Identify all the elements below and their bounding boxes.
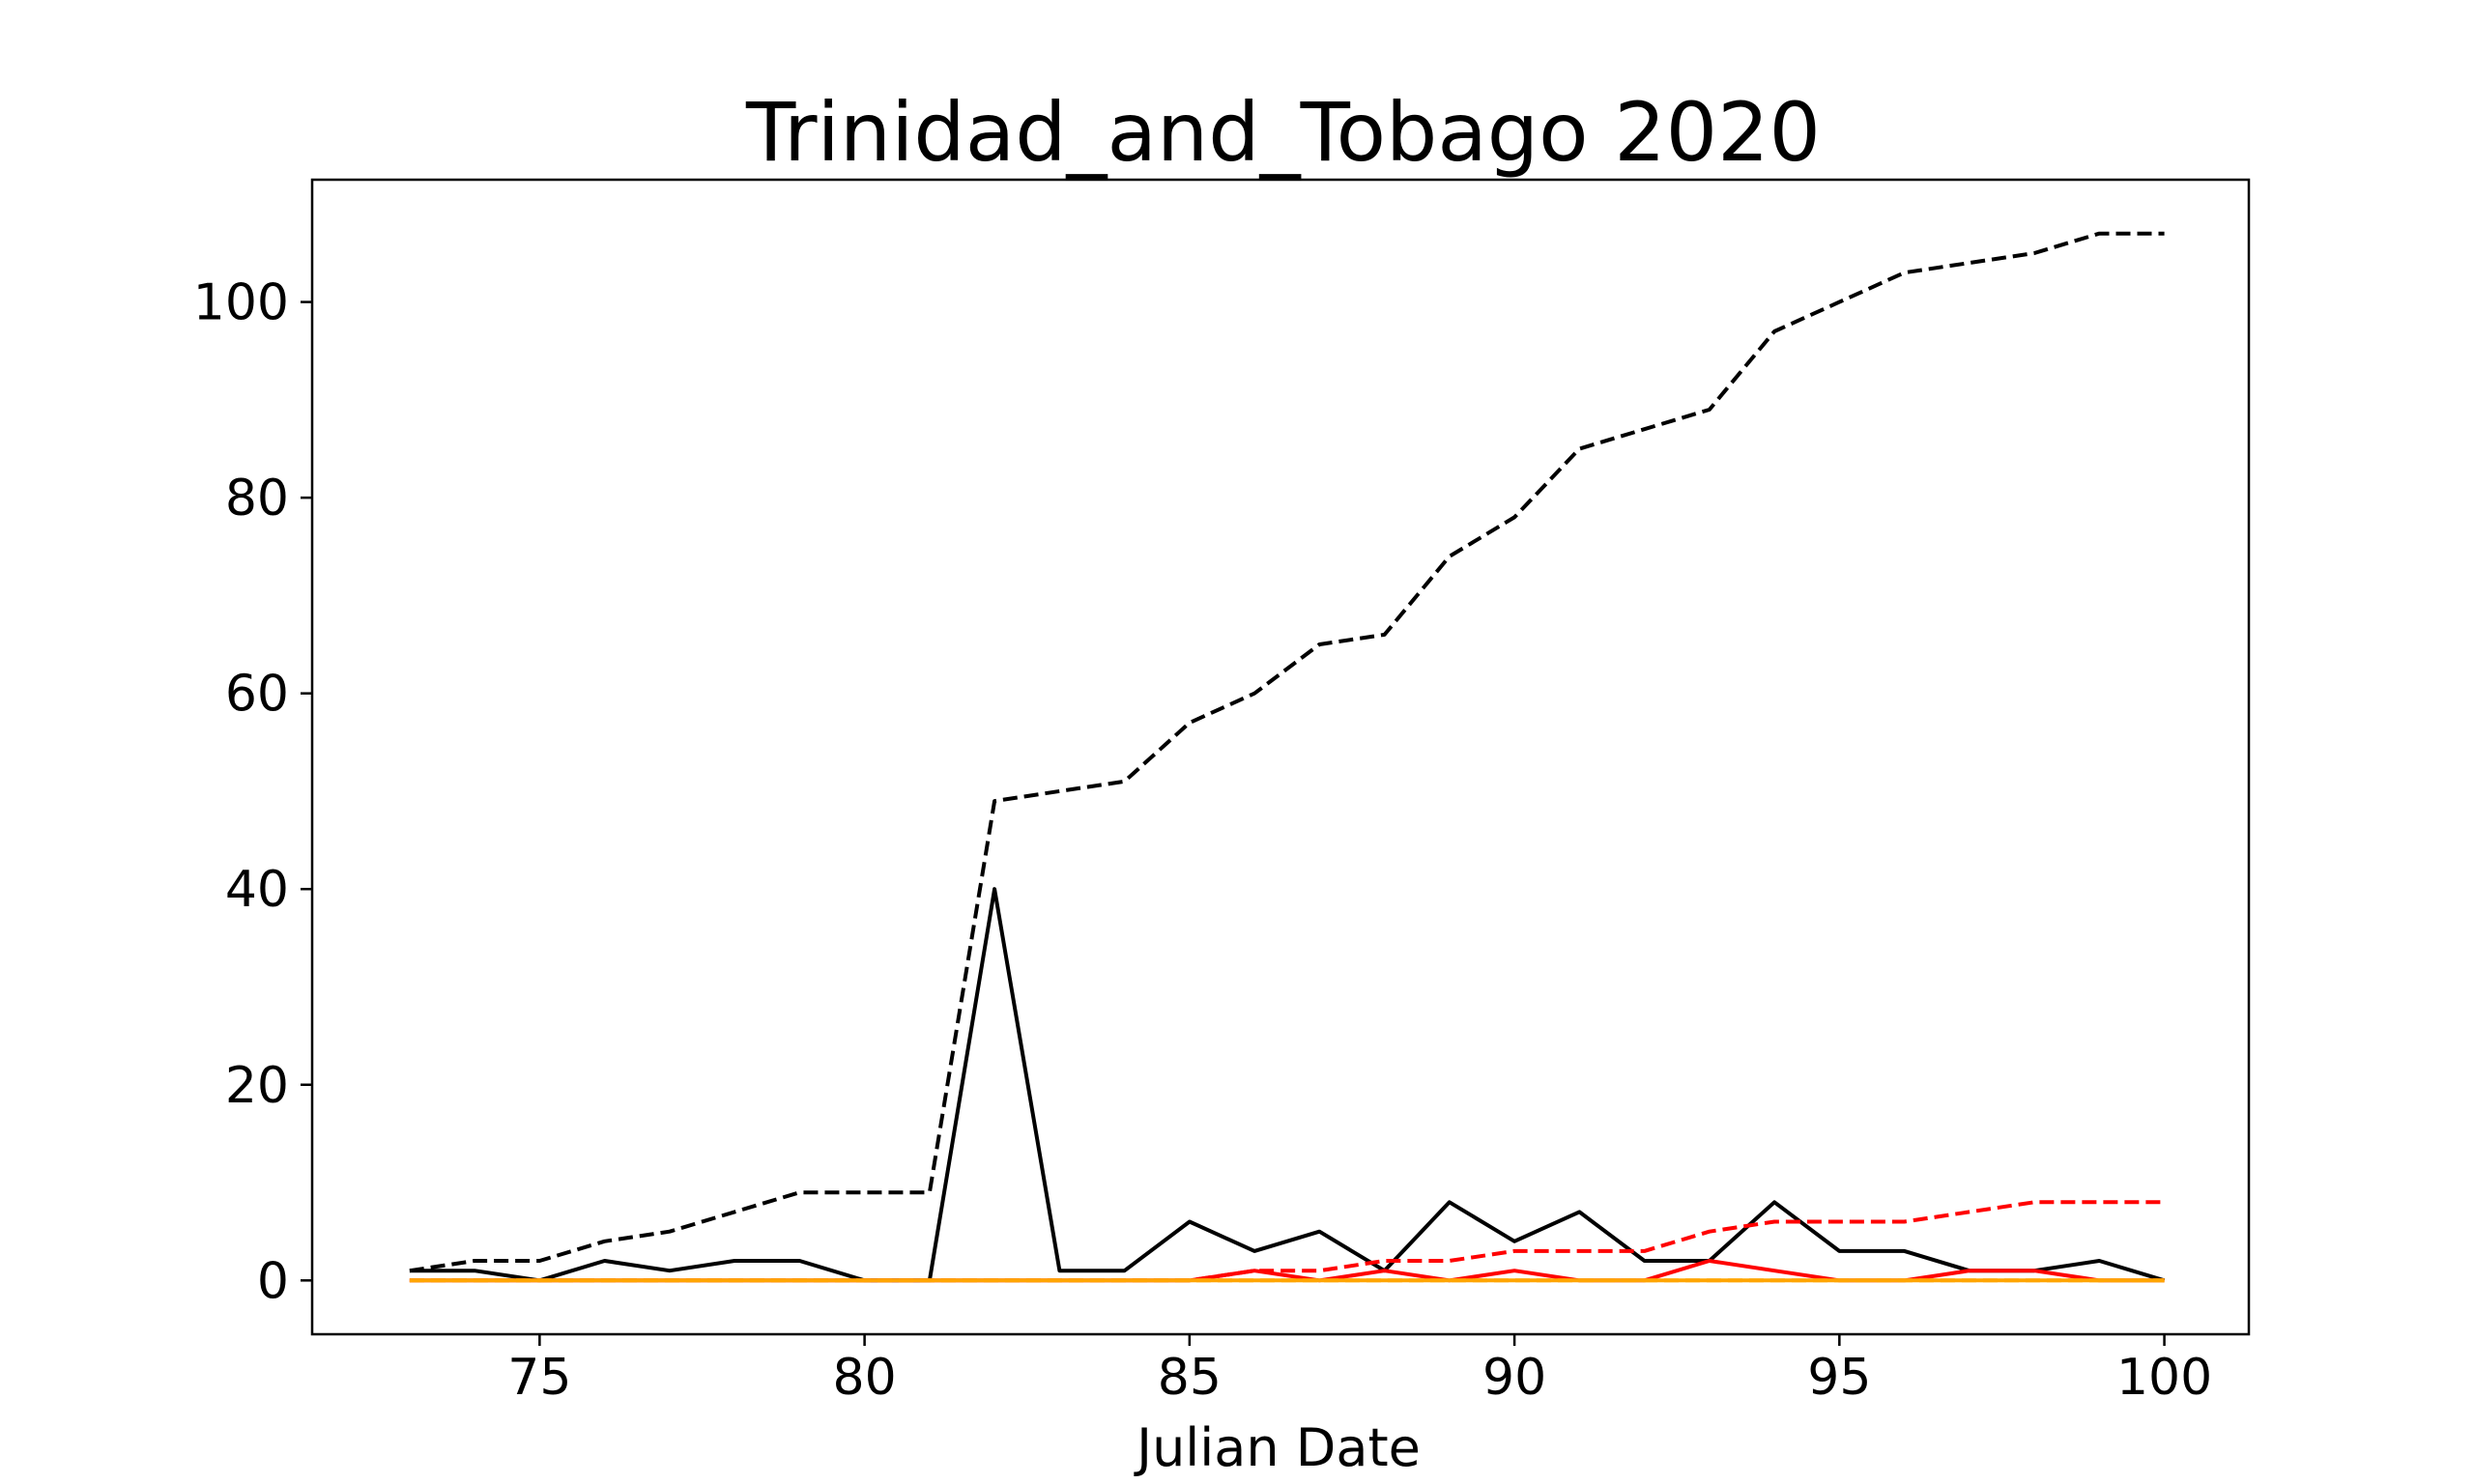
- x-tick-label: 85: [1158, 1349, 1222, 1407]
- x-tick-label: 95: [1807, 1349, 1871, 1407]
- tick-layer: 75 80 85 90 95 100 0 20 40 60 80 100: [193, 274, 2212, 1407]
- y-tick-label: 100: [193, 274, 289, 332]
- y-tick-label: 80: [225, 470, 289, 528]
- plot-frame: [310, 178, 2251, 1336]
- x-tick-label: 100: [2116, 1349, 2212, 1407]
- series-line-3: [409, 1200, 2165, 1283]
- x-tick-label: 90: [1482, 1349, 1546, 1407]
- chart-title: Trinidad_and_Tobago 2020: [745, 85, 1821, 180]
- series-line-1: [409, 231, 2165, 1273]
- y-tick-label: 60: [225, 666, 289, 724]
- series-layer: [409, 231, 2166, 1283]
- y-tick-label: 40: [225, 861, 289, 919]
- y-tick-label: 0: [257, 1252, 289, 1310]
- series-line-2: [409, 887, 2166, 1283]
- x-tick-label: 80: [833, 1349, 897, 1407]
- x-axis-label: Julian Date: [1134, 1417, 1421, 1478]
- x-tick-label: 75: [507, 1349, 571, 1407]
- y-tick-label: 20: [225, 1057, 289, 1115]
